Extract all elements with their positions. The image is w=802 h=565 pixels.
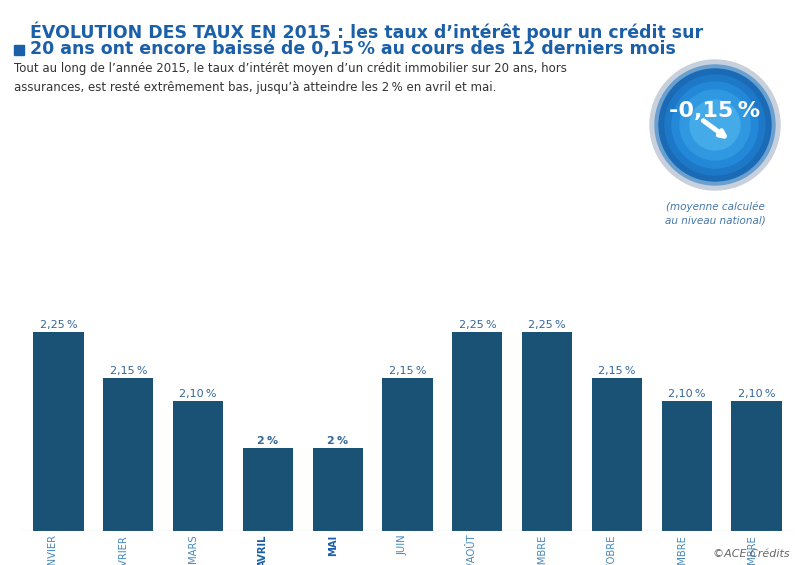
Bar: [731, 401, 780, 565]
Bar: [521, 332, 572, 565]
Circle shape: [654, 65, 774, 185]
Bar: [452, 332, 502, 565]
Bar: [382, 378, 432, 565]
Text: MAI: MAI: [327, 535, 338, 556]
Text: JUIN: JUIN: [397, 535, 407, 555]
Text: Tout au long de l’année 2015, le taux d’intérêt moyen d’un crédit immobilier sur: Tout au long de l’année 2015, le taux d’…: [14, 62, 566, 94]
Circle shape: [664, 75, 764, 175]
Text: 2 %: 2 %: [326, 436, 348, 446]
Text: OCTOBRE: OCTOBRE: [606, 535, 616, 565]
Text: (moyenne calculée
au niveau national): (moyenne calculée au niveau national): [664, 201, 764, 225]
Text: 2,15 %: 2,15 %: [109, 366, 147, 376]
Text: 2,10 %: 2,10 %: [667, 389, 705, 399]
Text: DÉCEMBRE: DÉCEMBRE: [746, 535, 755, 565]
Text: SEPTEMBRE: SEPTEMBRE: [537, 535, 546, 565]
Bar: [14, 45, 24, 55]
Text: 2,25 %: 2,25 %: [39, 320, 77, 329]
Text: ©ACE Crédits: ©ACE Crédits: [712, 549, 789, 559]
Text: 2,15 %: 2,15 %: [597, 366, 635, 376]
Text: 2,10 %: 2,10 %: [737, 389, 775, 399]
Circle shape: [658, 69, 770, 181]
Text: MARS: MARS: [188, 535, 198, 563]
Circle shape: [649, 60, 779, 190]
Bar: [103, 378, 153, 565]
Text: -0,15 %: -0,15 %: [669, 101, 759, 121]
Text: 2,25 %: 2,25 %: [528, 320, 565, 329]
Bar: [242, 447, 293, 565]
Text: JANVIER: JANVIER: [48, 535, 59, 565]
Text: 20 ans ont encore baissé de 0,15 % au cours des 12 derniers mois: 20 ans ont encore baissé de 0,15 % au co…: [30, 40, 675, 58]
Text: 2,15 %: 2,15 %: [388, 366, 426, 376]
Text: ÉVOLUTION DES TAUX EN 2015 : les taux d’intérêt pour un crédit sur: ÉVOLUTION DES TAUX EN 2015 : les taux d’…: [30, 22, 703, 42]
Text: AVRIL: AVRIL: [257, 535, 268, 565]
Bar: [172, 401, 223, 565]
Text: NOVEMBRE: NOVEMBRE: [676, 535, 686, 565]
Text: JUILLET/AOÛT: JUILLET/AOÛT: [464, 535, 476, 565]
Text: 2,25 %: 2,25 %: [458, 320, 496, 329]
Circle shape: [671, 82, 757, 168]
Circle shape: [689, 100, 739, 150]
Bar: [312, 447, 363, 565]
Text: 2 %: 2 %: [257, 436, 278, 446]
Text: FÉVRIER: FÉVRIER: [118, 535, 128, 565]
Bar: [34, 332, 83, 565]
Bar: [661, 401, 711, 565]
Circle shape: [679, 90, 749, 160]
Text: 2,10 %: 2,10 %: [179, 389, 217, 399]
Bar: [591, 378, 642, 565]
